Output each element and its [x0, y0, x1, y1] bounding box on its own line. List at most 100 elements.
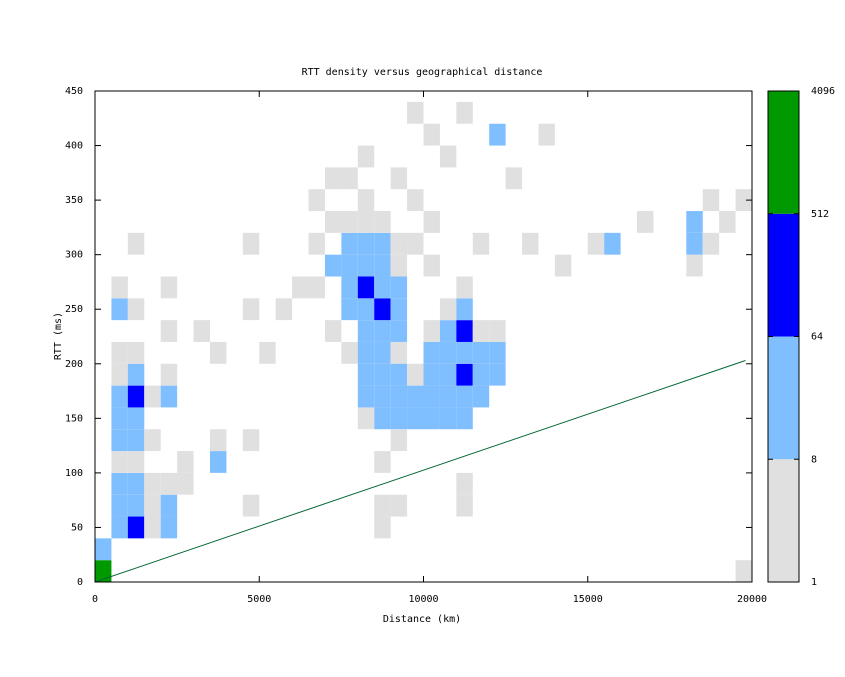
- density-cell: [554, 254, 572, 277]
- density-cell: [127, 407, 145, 430]
- density-cell: [538, 123, 555, 146]
- density-cell: [439, 407, 457, 430]
- density-cell: [439, 341, 457, 364]
- density-cell: [374, 451, 391, 473]
- density-cell: [357, 320, 375, 342]
- density-cell: [407, 232, 424, 255]
- density-cell: [456, 101, 473, 124]
- density-cell: [423, 211, 440, 233]
- density-cell: [111, 451, 128, 473]
- density-cell: [341, 254, 358, 277]
- density-cell: [111, 472, 128, 495]
- density-cell: [686, 254, 703, 277]
- density-cell: [259, 341, 276, 364]
- density-cell: [686, 232, 703, 255]
- density-cell: [390, 494, 408, 517]
- density-cell: [341, 211, 358, 233]
- density-cell: [374, 341, 391, 364]
- x-axis-label: Distance (km): [383, 614, 461, 625]
- density-cell: [735, 189, 752, 212]
- density-cell: [341, 276, 358, 299]
- density-cell: [735, 560, 752, 582]
- density-cell: [292, 276, 309, 299]
- density-cell: [357, 145, 375, 168]
- density-cell: [390, 341, 408, 364]
- density-cell: [472, 385, 490, 408]
- density-cell: [127, 385, 145, 408]
- density-cell: [127, 429, 145, 452]
- density-cell: [357, 363, 375, 386]
- density-cell: [374, 254, 391, 277]
- density-cell: [637, 211, 654, 233]
- density-cell: [390, 254, 408, 277]
- density-cell: [111, 516, 128, 539]
- colorbar-band: [768, 213, 799, 337]
- density-cell: [374, 298, 391, 321]
- density-cell: [160, 472, 178, 495]
- density-cell: [374, 494, 391, 517]
- density-cell: [209, 451, 227, 473]
- density-cell: [127, 232, 145, 255]
- density-cell: [456, 276, 473, 299]
- density-cell: [489, 363, 506, 386]
- density-cell: [472, 363, 490, 386]
- density-cell: [407, 101, 424, 124]
- density-cell: [357, 232, 375, 255]
- y-tick-label: 400: [65, 141, 83, 152]
- y-tick-label: 0: [77, 577, 83, 588]
- density-cell: [702, 189, 720, 212]
- density-cell: [374, 232, 391, 255]
- density-cell: [423, 341, 440, 364]
- density-cell: [357, 254, 375, 277]
- density-cell: [324, 320, 342, 342]
- density-cell: [456, 472, 473, 495]
- x-tick-label: 15000: [573, 594, 603, 605]
- density-cell: [111, 276, 128, 299]
- density-cell: [587, 232, 605, 255]
- density-cell: [407, 407, 424, 430]
- density-cell: [407, 385, 424, 408]
- density-cell: [308, 232, 325, 255]
- density-cell: [111, 407, 128, 430]
- density-cell: [456, 363, 473, 386]
- density-cell: [456, 298, 473, 321]
- density-cell: [95, 560, 112, 582]
- x-tick-label: 0: [92, 594, 98, 605]
- density-cell: [111, 494, 128, 517]
- density-cell: [324, 167, 342, 190]
- density-cell: [160, 363, 178, 386]
- density-cell: [324, 254, 342, 277]
- density-cell: [144, 385, 161, 408]
- density-cell: [127, 363, 145, 386]
- density-cell: [407, 189, 424, 212]
- colorbar-tick-label: 64: [811, 332, 823, 343]
- density-cell: [489, 341, 506, 364]
- density-cell: [390, 276, 408, 299]
- density-cell: [341, 232, 358, 255]
- density-cell: [341, 341, 358, 364]
- heatmap-cells: [95, 101, 752, 582]
- y-tick-label: 50: [71, 522, 83, 533]
- density-cell: [374, 516, 391, 539]
- density-cell: [439, 145, 457, 168]
- density-cell: [390, 363, 408, 386]
- density-cell: [423, 385, 440, 408]
- density-cell: [111, 429, 128, 452]
- density-cell: [456, 341, 473, 364]
- density-cell: [127, 298, 145, 321]
- colorbar-tick-label: 8: [811, 454, 817, 465]
- density-cell: [439, 363, 457, 386]
- density-cell: [144, 494, 161, 517]
- density-cell: [242, 232, 260, 255]
- density-cell: [374, 276, 391, 299]
- density-cell: [357, 341, 375, 364]
- colorbar-band: [768, 459, 799, 582]
- colorbar-band: [768, 336, 799, 460]
- density-cell: [242, 298, 260, 321]
- density-cell: [177, 451, 194, 473]
- density-cell: [357, 385, 375, 408]
- colorbar-band: [768, 91, 799, 214]
- y-tick-label: 450: [65, 86, 83, 97]
- density-cell: [522, 232, 539, 255]
- density-cell: [160, 320, 178, 342]
